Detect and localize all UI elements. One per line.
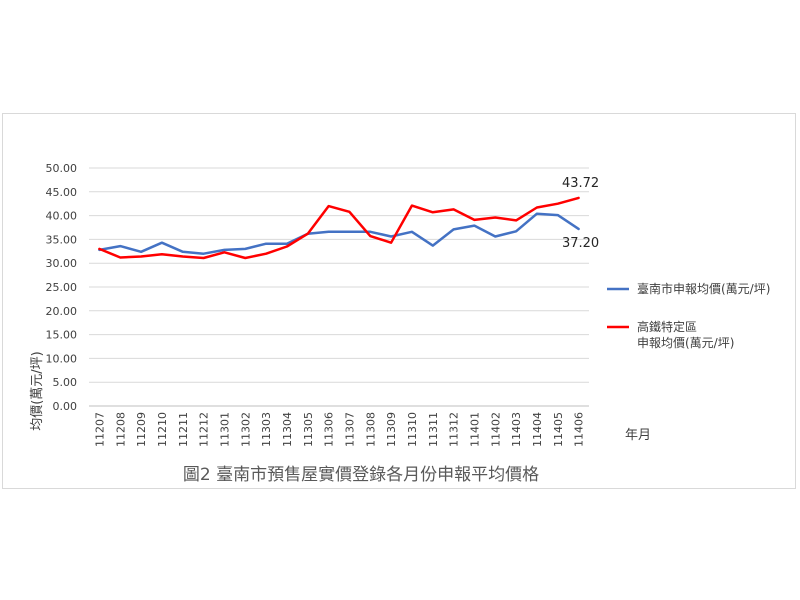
x-tick-label: 11311 — [427, 412, 440, 447]
data-label: 37.20 — [562, 236, 599, 251]
y-tick-label: 5.00 — [53, 376, 78, 389]
y-tick-label: 10.00 — [46, 352, 78, 365]
y-tick-label: 15.00 — [46, 329, 78, 342]
x-tick-label: 11212 — [198, 412, 211, 447]
x-tick-label: 11406 — [573, 412, 586, 447]
x-tick-label: 11404 — [531, 412, 544, 447]
series-line-hsr — [98, 196, 580, 260]
x-tick-label: 11211 — [177, 412, 190, 447]
x-tick-label: 11403 — [510, 412, 523, 447]
gridlines — [89, 167, 589, 407]
y-tick-label: 0.00 — [53, 400, 78, 413]
y-tick-label: 30.00 — [46, 257, 78, 270]
y-tick-label: 40.00 — [46, 210, 78, 223]
x-tick-label: 11303 — [260, 412, 273, 447]
data-labels: 37.20 43.72 — [562, 176, 599, 251]
x-tick-label: 11210 — [156, 412, 169, 447]
x-tick-label: 11405 — [552, 412, 565, 447]
x-tick-label: 11301 — [218, 412, 231, 447]
legend-label: 臺南市申報均價(萬元/坪) — [637, 281, 770, 296]
y-tick-label: 45.00 — [46, 186, 78, 199]
legend-label: 申報均價(萬元/坪) — [637, 336, 734, 350]
line-chart: 0.00 5.00 10.00 15.00 20.00 25.00 30.00 35.00 40… — [30, 162, 770, 485]
x-tick-label: 11302 — [239, 412, 252, 447]
chart-frame: 0.00 5.00 10.00 15.00 20.00 25.00 30.00 35.00 40… — [2, 113, 796, 489]
series-lines — [98, 196, 580, 260]
y-axis-label: 均價(萬元/坪) — [30, 351, 45, 431]
x-tick-label: 11304 — [281, 412, 294, 447]
x-tick-label: 11402 — [489, 412, 502, 447]
y-tick-labels: 0.00 5.00 10.00 15.00 20.00 25.00 30.00 35.00 40… — [46, 162, 78, 413]
y-tick-label: 20.00 — [46, 305, 78, 318]
x-tick-label: 11307 — [343, 412, 356, 447]
x-tick-label: 11312 — [448, 412, 461, 447]
x-tick-label: 11305 — [302, 412, 315, 447]
x-tick-label: 11208 — [114, 412, 127, 447]
x-tick-label: 11209 — [135, 412, 148, 447]
data-label: 43.72 — [562, 176, 599, 191]
x-tick-label: 11310 — [406, 412, 419, 447]
y-tick-label: 25.00 — [46, 281, 78, 294]
y-tick-label: 50.00 — [46, 162, 78, 175]
x-tick-label: 11401 — [468, 412, 481, 447]
legend-entry: 臺南市申報均價(萬元/坪) — [607, 281, 770, 296]
x-tick-label: 11306 — [323, 412, 336, 447]
x-axis-label: 年月 — [625, 428, 651, 443]
y-tick-label: 35.00 — [46, 233, 78, 246]
legend-label: 高鐵特定區 — [637, 319, 697, 334]
series-line-tainan — [98, 212, 580, 255]
x-tick-label: 11207 — [93, 412, 106, 447]
x-tick-labels: 11207 11208 11209 11210 11211 11212 11301 11302… — [93, 412, 585, 447]
x-tick-label: 11309 — [385, 412, 398, 447]
x-tick-label: 11308 — [364, 412, 377, 447]
chart-title: 圖2 臺南市預售屋實價登錄各月份申報平均價格 — [183, 465, 539, 485]
